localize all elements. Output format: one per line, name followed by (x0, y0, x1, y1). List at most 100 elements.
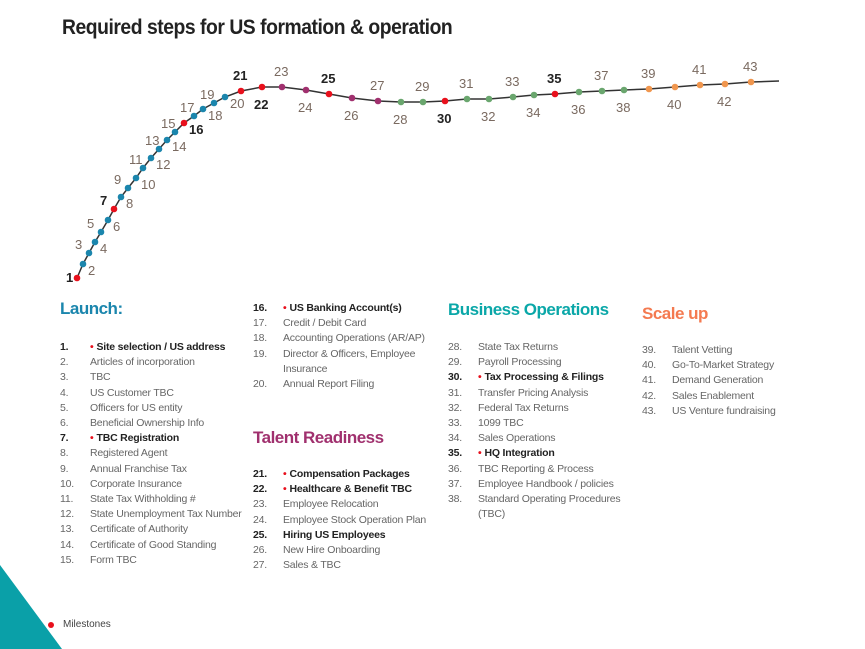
step-point-11 (139, 164, 147, 172)
step-point-5 (97, 228, 105, 236)
milestone-dot-icon: • (283, 483, 287, 496)
decorative-corner (0, 565, 62, 649)
step-label-26: 26 (344, 108, 358, 123)
item-number: 41. (642, 374, 656, 387)
item-number: 38. (448, 493, 462, 506)
step-point-24 (302, 86, 310, 94)
step-point-33 (509, 93, 517, 101)
step-label-41: 41 (692, 62, 706, 77)
item-label: Annual Report Filing (283, 378, 375, 391)
item-number: 8. (60, 447, 69, 460)
milestone-dot-icon: • (283, 468, 287, 480)
milestone-dot-icon: • (478, 371, 482, 384)
item-label: Employee Stock Operation Plan (283, 513, 427, 526)
list-item: 1. • Site selection / US address (60, 340, 250, 355)
step-label-3: 3 (75, 237, 82, 252)
step-point-1 (73, 274, 81, 282)
step-label-37: 37 (594, 68, 608, 83)
item-number: 24. (253, 513, 267, 526)
item-label: Demand Generation (672, 374, 764, 387)
item-number: 18. (253, 332, 267, 345)
item-label: TBC Registration (96, 432, 180, 445)
list-item: 32. Federal Tax Returns (448, 401, 633, 416)
talent-list: 21. • Compensation Packages 22. • Healthcare … (253, 467, 443, 573)
item-label: Certificate of Authority (90, 523, 188, 536)
item-label: Annual Franchise Tax (90, 462, 187, 475)
step-point-19 (210, 99, 218, 107)
item-label: State Tax Returns (478, 341, 558, 353)
milestone-dot-icon: • (90, 341, 94, 353)
item-label: Form TBC (90, 553, 137, 566)
item-number: 5. (60, 401, 69, 414)
list-item: 43. US Venture fundraising (642, 404, 822, 419)
item-number: 25. (253, 528, 267, 541)
step-point-38 (620, 86, 628, 94)
list-item: 18. Accounting Operations (AR/AP) (253, 331, 443, 346)
list-item: 6. Beneficial Ownership Info (60, 416, 250, 431)
step-point-3 (85, 249, 93, 257)
list-item: 15. Form TBC (60, 553, 250, 568)
list-item: 40. Go-To-Market Strategy (642, 358, 822, 373)
step-label-13: 13 (145, 133, 159, 148)
step-label-17: 17 (180, 100, 194, 115)
list-item: 11. State Tax Withholding # (60, 492, 250, 507)
step-label-31: 31 (459, 76, 473, 91)
item-number: 11. (60, 493, 74, 506)
section-title-launch: Launch: (60, 299, 123, 318)
item-label: Sales Enablement (672, 389, 755, 402)
list-item: 8. Registered Agent (60, 446, 250, 461)
list-item: 5. Officers for US entity (60, 401, 250, 416)
step-label-20: 20 (230, 96, 244, 111)
step-point-14 (163, 136, 171, 144)
step-label-19: 19 (200, 87, 214, 102)
list-item: 31. Transfer Pricing Analysis (448, 386, 633, 401)
step-point-15 (171, 128, 179, 136)
item-number: 39. (642, 344, 656, 356)
item-label: Corporate Insurance (90, 477, 182, 490)
step-label-30: 30 (437, 111, 451, 126)
step-label-34: 34 (526, 105, 540, 120)
step-point-9 (124, 184, 132, 192)
list-item: 35. • HQ Integration (448, 446, 633, 461)
step-point-26 (348, 94, 356, 102)
item-label: Employee Handbook / policies (478, 477, 614, 490)
item-number: 42. (642, 389, 656, 402)
step-label-8: 8 (126, 196, 133, 211)
legend-label: Milestones (63, 619, 111, 630)
list-item: 33. 1099 TBC (448, 416, 633, 431)
step-point-13 (155, 145, 163, 153)
item-label: TBC (90, 371, 111, 384)
item-label: Employee Relocation (283, 498, 379, 511)
step-point-27 (374, 97, 382, 105)
item-number: 31. (448, 386, 462, 399)
step-point-20 (221, 93, 229, 101)
item-number: 6. (60, 417, 69, 430)
item-number: 15. (60, 553, 74, 566)
step-label-36: 36 (571, 102, 585, 117)
list-item: 37. Employee Handbook / policies (448, 477, 633, 492)
step-label-4: 4 (100, 241, 107, 256)
list-item: 2. Articles of incorporation (60, 355, 250, 370)
list-item: 12. State Unemployment Tax Number (60, 507, 250, 522)
item-label: Federal Tax Returns (478, 401, 569, 414)
item-label: New Hire Onboarding (283, 544, 381, 557)
step-point-21 (237, 87, 245, 95)
item-number: 19. (253, 347, 267, 360)
step-point-42 (721, 80, 729, 88)
item-number: 12. (60, 508, 74, 521)
list-item: 24. Employee Stock Operation Plan (253, 513, 443, 528)
scale-list: 39. Talent Vetting 40. Go-To-Market Strateg… (642, 343, 822, 419)
step-label-38: 38 (616, 100, 630, 115)
item-label: Talent Vetting (672, 344, 733, 356)
section-title-scale: Scale up (642, 304, 708, 323)
step-label-27: 27 (370, 78, 384, 93)
item-number: 28. (448, 341, 462, 353)
step-point-32 (485, 95, 493, 103)
item-label: Registered Agent (90, 447, 168, 460)
item-number: 21. (253, 468, 267, 480)
list-item: 22. • Healthcare & Benefit TBC (253, 482, 443, 497)
step-label-9: 9 (114, 172, 121, 187)
list-item: 4. US Customer TBC (60, 386, 250, 401)
list-item: 10. Corporate Insurance (60, 477, 250, 492)
